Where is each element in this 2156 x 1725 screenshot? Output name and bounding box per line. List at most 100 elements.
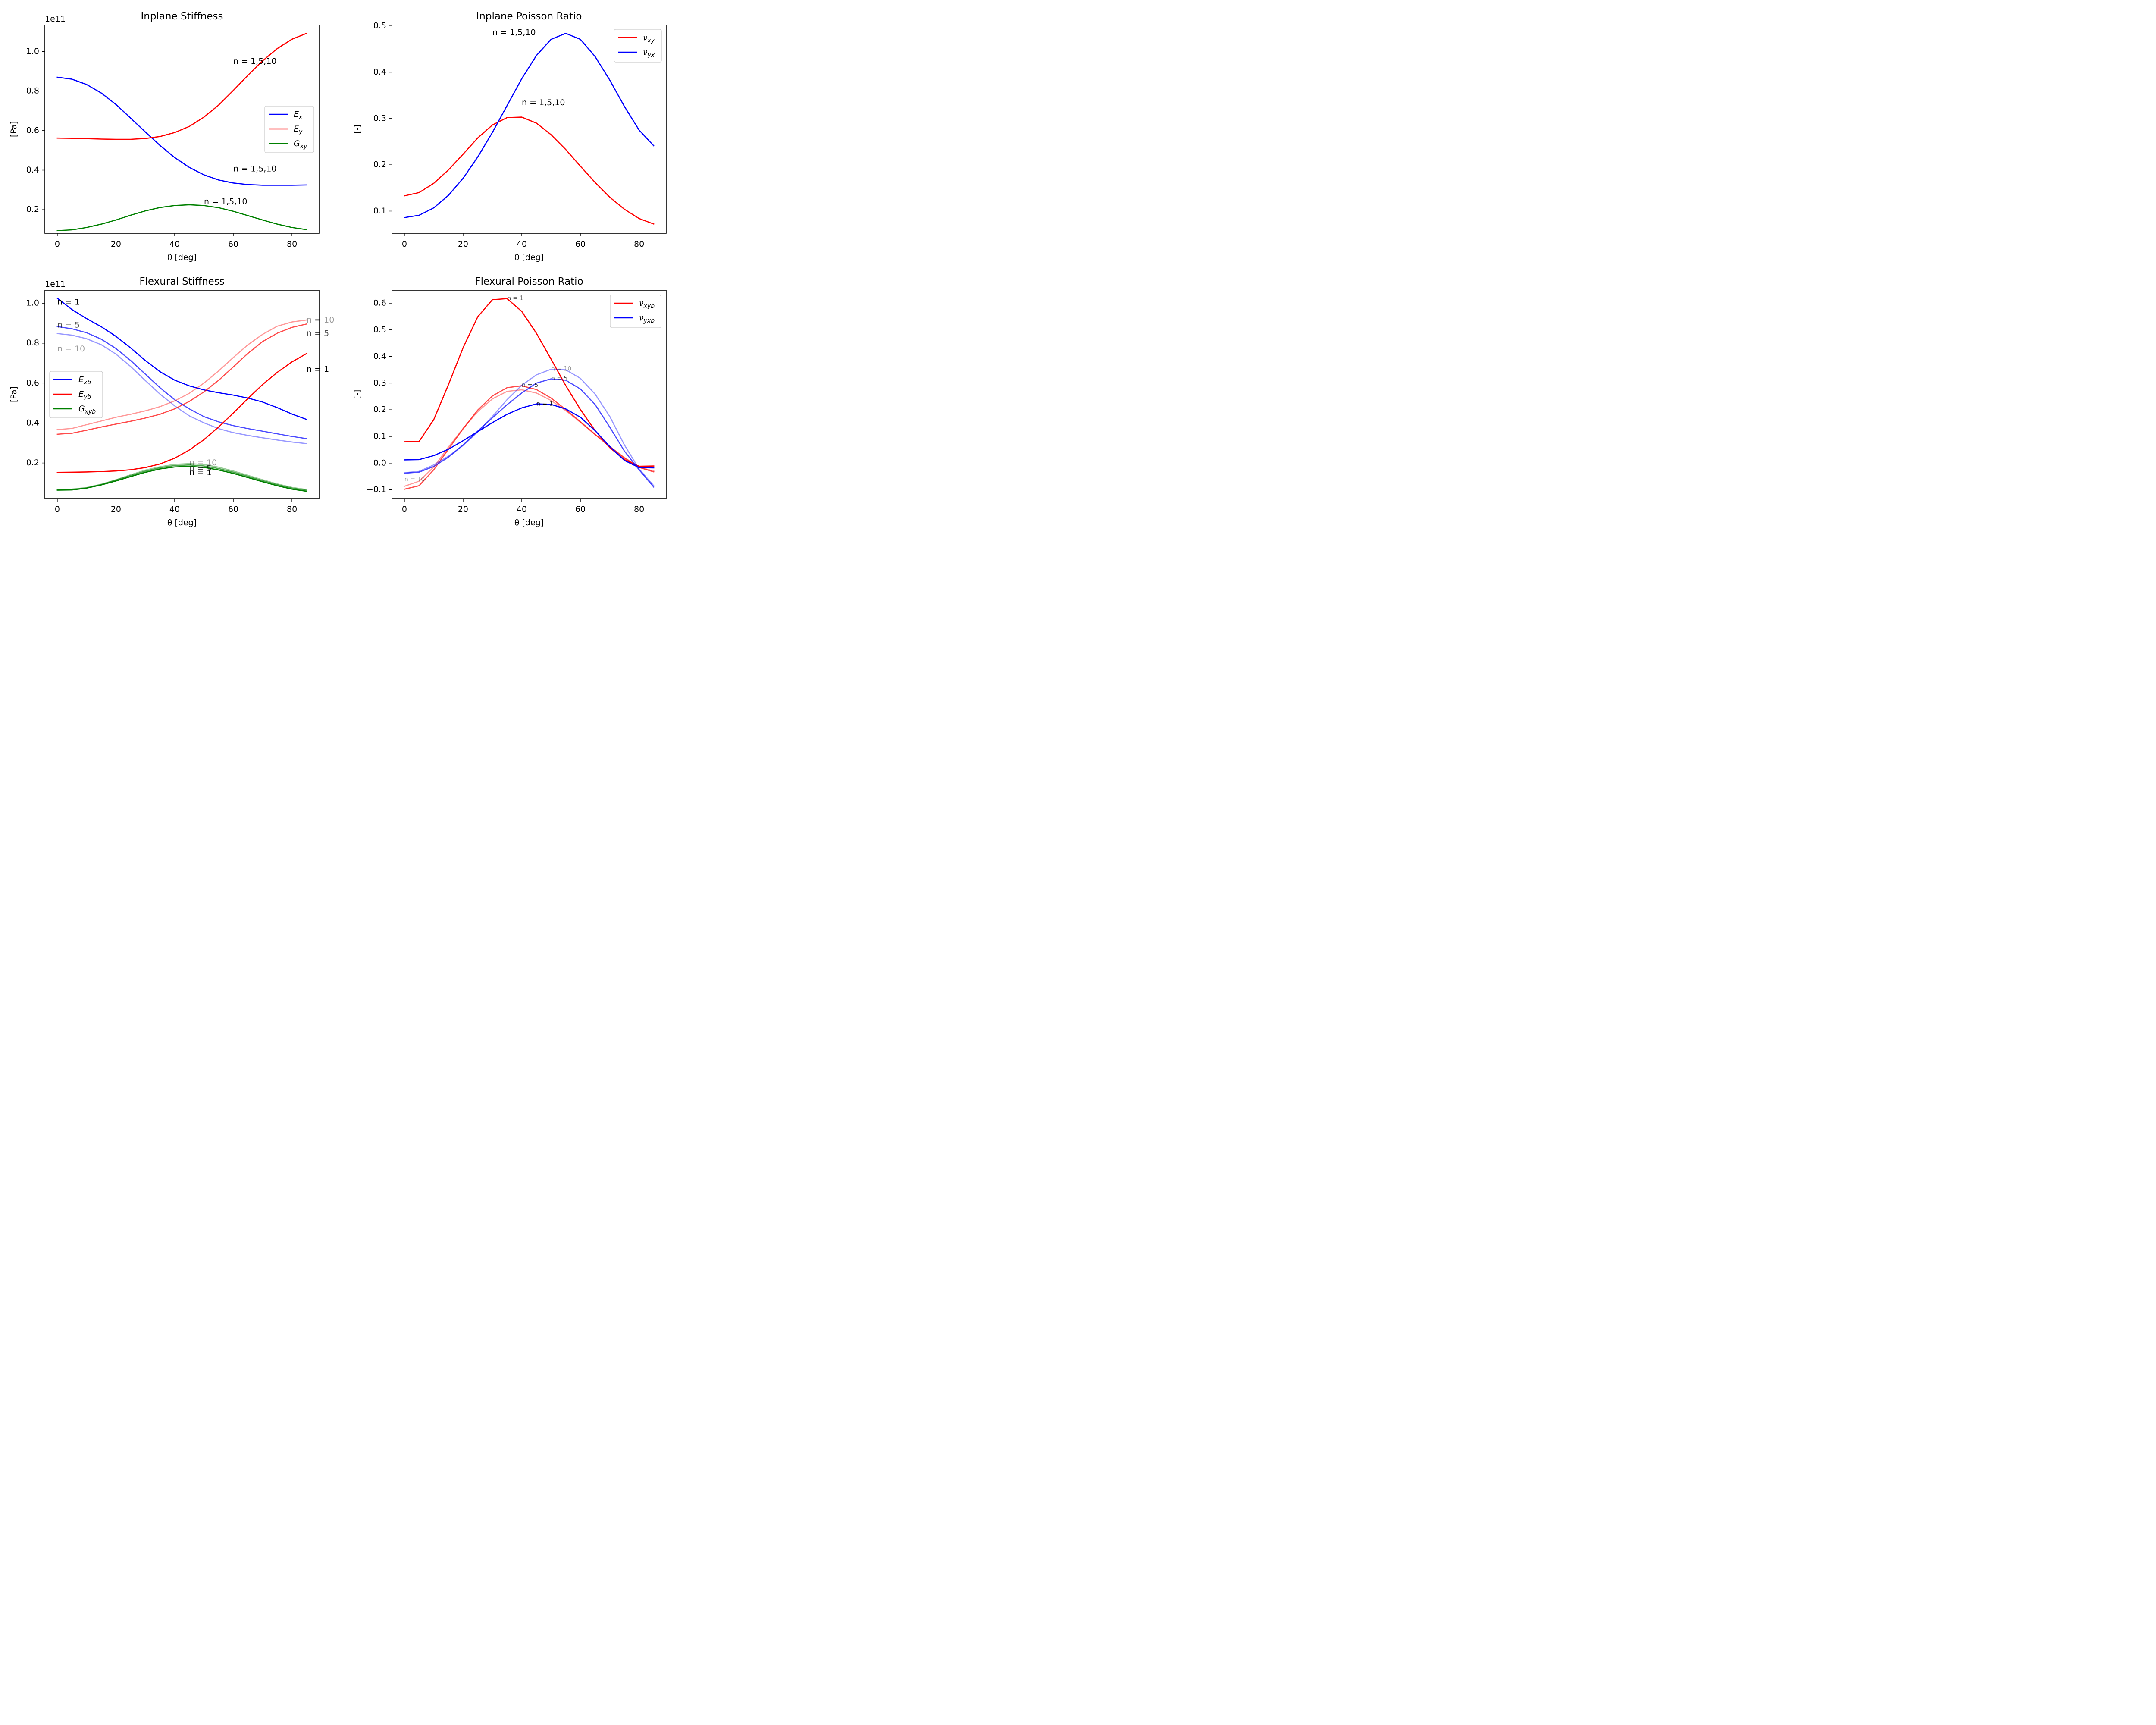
y-tick-label: 0.3 [373, 113, 386, 123]
annotation-label: n = 1 [307, 364, 329, 374]
legend-label: Gxy [294, 139, 307, 150]
annotation-label: n = 10 [189, 458, 217, 467]
axis-offset-label: 1e11 [45, 14, 66, 24]
x-axis-label: θ [deg] [514, 253, 544, 262]
x-axis-label: θ [deg] [167, 253, 197, 262]
series-line [404, 378, 655, 488]
x-tick-label: 80 [634, 239, 644, 249]
x-axis-label: θ [deg] [167, 518, 197, 527]
legend-label: νxy [643, 33, 655, 44]
legend-box [49, 371, 103, 418]
annotation-label: n = 1,5,10 [233, 56, 276, 66]
y-tick-label: 0.2 [373, 160, 386, 169]
y-axis-label: [Pa] [9, 386, 19, 402]
annotation-label: n = 5 [189, 464, 212, 473]
legend: Exb Eyb Gxyb [49, 371, 103, 418]
legend-label: Eyb [78, 389, 91, 401]
y-tick-label: 0.3 [373, 378, 386, 388]
y-tick-label: 0.8 [26, 86, 39, 96]
y-tick-label: 0.6 [26, 125, 39, 135]
y-tick-label: 0.4 [26, 165, 39, 175]
figure: n = 1,5,10 n = 1,5,10 n = 1,5,10 0 20 40 60 80 0… [9, 11, 667, 527]
y-tick-label: 0.4 [373, 67, 386, 77]
y-tick-label: 0.1 [373, 206, 386, 216]
annotation-label: n = 10 [404, 476, 425, 483]
x-tick-label: 60 [228, 505, 238, 514]
legend-label: Gxyb [78, 404, 96, 415]
x-tick-label: 0 [402, 239, 407, 249]
annotation-label: n = 1 [507, 295, 523, 302]
y-tick-label: 0.0 [373, 458, 386, 467]
y-tick-label: 0.2 [373, 405, 386, 414]
legend-label: Exb [78, 375, 91, 386]
annotation-label: n = 1 [189, 468, 212, 477]
chart-title: Inplane Stiffness [141, 11, 223, 22]
axis-offset-label: 1e11 [45, 279, 66, 289]
annotation-label: n = 1,5,10 [233, 164, 276, 174]
y-tick-label: 0.2 [26, 205, 39, 214]
x-tick-label: 20 [458, 505, 468, 514]
x-tick-label: 20 [111, 505, 121, 514]
annotation-label: n = 1,5,10 [492, 28, 536, 38]
annotation-label: n = 10 [551, 366, 571, 373]
x-tick-label: 20 [111, 239, 121, 249]
axes-frame [44, 25, 320, 234]
axes-frame [392, 25, 667, 234]
chart-title: Flexural Poisson Ratio [475, 276, 583, 287]
x-axis-label: θ [deg] [514, 518, 544, 527]
chart-title: Flexural Stiffness [139, 276, 224, 287]
series-line [56, 333, 307, 445]
y-axis-label: [-] [353, 390, 362, 399]
panel-inplane-stiffness: n = 1,5,10 n = 1,5,10 n = 1,5,10 0 20 40 60 80 0… [9, 11, 320, 262]
y-tick-label: 0.5 [373, 21, 386, 31]
legend-label: Ex [294, 110, 303, 121]
series-line [56, 297, 307, 420]
panel-inplane-poisson-ratio: n = 1,5,10 n = 1,5,10 0 20 40 60 80 0.1 0.2 0.3 0.… [353, 11, 667, 262]
y-tick-label: 0.5 [373, 325, 386, 334]
panel-flexural-poisson-ratio: n = 1n = 5n = 10n = 10n = 5n = 10 20 40 60 8… [353, 276, 667, 527]
legend-label: νyxb [639, 313, 655, 324]
x-tick-label: 40 [169, 505, 180, 514]
annotation-label: n = 1,5,10 [204, 197, 247, 206]
x-tick-label: 80 [287, 505, 297, 514]
annotation-label: n = 1 [536, 401, 553, 408]
x-tick-label: 0 [402, 505, 407, 514]
x-tick-label: 80 [634, 505, 644, 514]
y-tick-label: −0.1 [367, 485, 386, 494]
x-tick-label: 80 [287, 239, 297, 249]
y-tick-label: 0.2 [26, 458, 39, 467]
series-line [56, 76, 307, 186]
annotation-label: n = 5 [551, 375, 567, 382]
annotation-label: n = 10 [57, 344, 85, 354]
x-tick-label: 0 [55, 239, 60, 249]
series-line [404, 33, 655, 218]
x-tick-label: 40 [169, 239, 180, 249]
y-tick-label: 0.4 [373, 351, 386, 361]
x-tick-label: 60 [228, 239, 238, 249]
series-line [56, 32, 307, 140]
series-line [404, 116, 655, 225]
annotation-label: n = 1 [57, 297, 80, 307]
legend: Ex Ey Gxy [264, 106, 314, 153]
legend: νxyb νyxb [610, 295, 661, 328]
x-tick-label: 40 [517, 505, 527, 514]
y-tick-label: 1.0 [26, 47, 39, 56]
y-axis-label: [Pa] [9, 121, 19, 137]
x-tick-label: 60 [575, 505, 586, 514]
y-tick-label: 0.1 [373, 431, 386, 441]
annotation-label: n = 5 [522, 382, 538, 389]
x-tick-label: 20 [458, 239, 468, 249]
series-line [56, 326, 307, 439]
chart-title: Inplane Poisson Ratio [476, 11, 582, 22]
y-tick-label: 0.6 [26, 378, 39, 388]
x-tick-label: 0 [55, 505, 60, 514]
legend-label: νyx [643, 47, 655, 59]
series-line [404, 368, 655, 487]
y-tick-label: 0.6 [373, 298, 386, 307]
x-tick-label: 60 [575, 239, 586, 249]
y-tick-label: 0.8 [26, 338, 39, 348]
series-line [56, 323, 307, 435]
series-line [56, 466, 307, 492]
legend-label: νxyb [639, 298, 655, 310]
legend-box [264, 106, 314, 153]
